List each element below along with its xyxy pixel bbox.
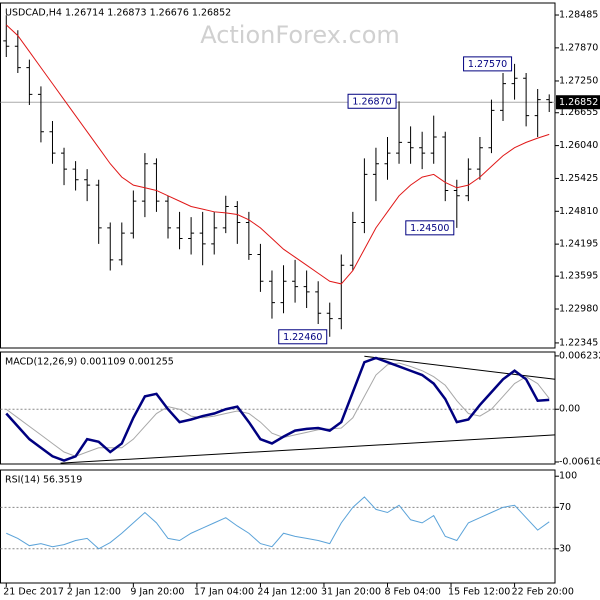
ohlc-bar [349,211,356,271]
y-tick-label: 1.22345 [559,337,598,348]
y-tick-label: 1.25425 [559,173,598,184]
ohlc-bar [165,195,172,239]
annotation-label: 1.24500 [410,223,449,234]
ohlc-bar [488,99,495,154]
panel-title: USDCAD,H4 1.26714 1.26873 1.26676 1.2685… [5,8,231,19]
x-tick-label: 21 Dec 2017 [3,587,64,598]
ohlc-bar [500,72,507,122]
ohlc-bar [546,94,553,112]
x-tick-label: 31 Jan 20:00 [321,587,381,598]
ohlc-bar [407,126,414,164]
ohlc-bar [280,265,287,314]
x-tick-label: 8 Feb 04:00 [384,587,440,598]
ohlc-bar [3,15,10,57]
ohlc-bar [199,211,206,266]
y-tick-label: 1.24195 [559,239,598,250]
ohlc-bar [141,153,148,218]
annotation-label: 1.22460 [283,332,322,343]
ohlc-bar [534,88,541,138]
ohlc-bar [523,72,530,127]
y-tick-label: 1.28485 [559,10,598,21]
ohlc-bar [211,211,218,255]
y-tick-label: 1.27250 [559,75,598,86]
x-tick-label: 2 Jan 12:00 [67,587,121,598]
panel-frame [0,2,556,349]
y-tick-label: 1.23595 [559,271,598,282]
y-tick-label: 0.006232 [559,350,600,361]
ohlc-bar [338,254,345,330]
annotation-box [347,93,397,109]
indicator-line [5,362,550,457]
ohlc-bar [292,259,299,303]
indicator-line [6,496,550,550]
ohlc-bar [234,201,241,244]
ohlc-bar [118,222,125,266]
annotation-label: 1.26870 [352,96,391,107]
current-price-label: 1.26852 [559,97,598,108]
y-tick-label: 1.24810 [559,206,598,217]
ohlc-bar [303,270,310,308]
annotation-box [278,329,328,345]
y-tick-label: 1.26040 [559,140,598,151]
y-tick-label: 0.00 [559,404,580,415]
ohlc-bar [419,131,426,170]
y-tick-label: 30 [559,543,571,554]
y-tick-label: 100 [559,471,577,482]
ohlc-bar [268,270,275,319]
y-tick-label: 70 [559,502,571,513]
ohlc-bar [72,161,79,191]
trendline [364,355,556,380]
ohlc-bar [430,115,437,164]
x-tick-label: 22 Feb 20:00 [512,587,574,598]
ohlc-bar [372,147,379,202]
ohlc-bar [511,63,518,100]
ohlc-bar [153,158,160,212]
indicator-line [5,356,550,462]
panel-title: RSI(14) 56.3519 [5,475,82,486]
ohlc-bar [95,179,102,244]
ohlc-bar [14,30,21,73]
ohlc-bar [107,222,114,271]
ohlc-bar [465,158,472,202]
ohlc-bar [176,211,183,250]
ohlc-bar [188,217,195,255]
ohlc-bar [315,281,322,324]
x-tick-label: 17 Jan 04:00 [194,587,254,598]
ohlc-bar [361,158,368,234]
ohlc-bar [26,59,33,106]
ohlc-bar [130,190,137,239]
x-tick-label: 9 Jan 20:00 [130,587,184,598]
ohlc-bar [442,131,449,202]
x-tick-label: 24 Jan 12:00 [257,587,317,598]
watermark: ActionForex.com [200,21,400,49]
ohlc-bar [61,147,68,186]
ohlc-bar [384,137,391,180]
ohlc-bar [476,137,483,180]
y-tick-label: -0.006163 [559,456,600,467]
panel-title: MACD(12,26,9) 0.001109 0.001255 [5,357,174,368]
y-tick-label: 1.27870 [559,42,598,53]
ohlc-bar [326,302,333,337]
annotation-box [463,56,513,72]
trendline [60,434,556,464]
panel-frame [0,351,556,465]
y-tick-label: 1.26655 [559,107,598,118]
y-tick-label: 1.22980 [559,304,598,315]
annotation-box [405,220,455,236]
ohlc-bar [222,195,229,234]
ohlc-bar [396,101,403,164]
moving-average [5,24,550,285]
panel-frame [0,469,556,584]
ohlc-bar [49,121,56,164]
ohlc-bar [84,169,91,202]
ohlc-bar [37,86,44,143]
ohlc-bar [257,243,264,292]
x-tick-label: 15 Feb 12:00 [448,587,510,598]
annotation-label: 1.27570 [468,59,507,70]
current-price-box [556,95,600,110]
